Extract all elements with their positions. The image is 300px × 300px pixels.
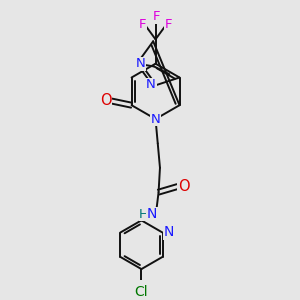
Text: N: N: [151, 112, 160, 125]
Text: N: N: [135, 57, 145, 70]
Text: O: O: [178, 178, 189, 194]
Text: N: N: [146, 78, 156, 91]
Text: Cl: Cl: [135, 285, 148, 299]
Text: H: H: [139, 208, 149, 221]
Text: F: F: [165, 18, 172, 31]
Text: F: F: [139, 18, 146, 31]
Text: O: O: [100, 93, 111, 108]
Text: N: N: [164, 225, 174, 239]
Text: F: F: [152, 10, 160, 23]
Text: N: N: [146, 207, 157, 221]
